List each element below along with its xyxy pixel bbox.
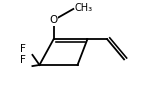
Text: F: F (20, 55, 26, 66)
Text: F: F (20, 44, 26, 54)
Text: O: O (49, 15, 58, 25)
Text: CH₃: CH₃ (75, 3, 93, 13)
